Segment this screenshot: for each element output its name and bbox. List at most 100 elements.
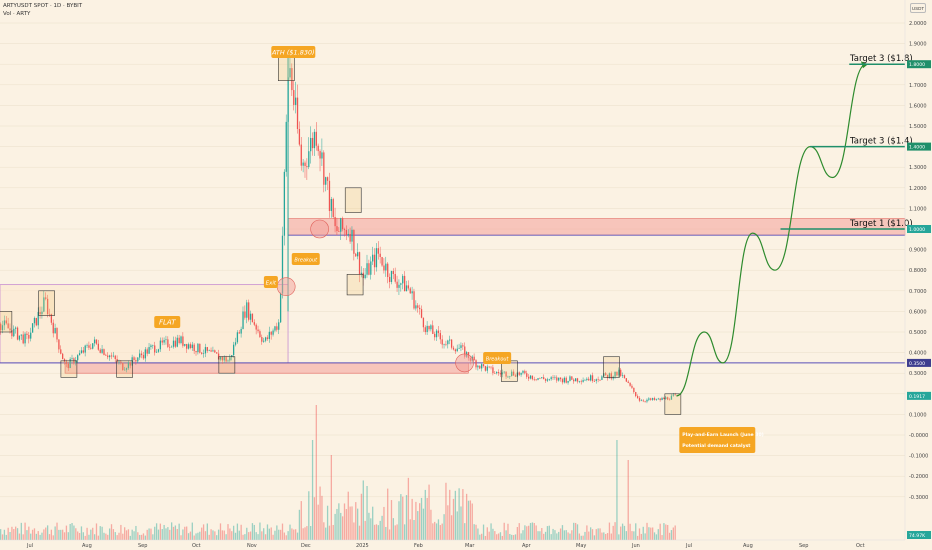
volume-bar: [347, 491, 349, 540]
candle-body: [456, 348, 458, 352]
volume-bar: [148, 528, 150, 540]
candle-body: [189, 344, 192, 349]
volume-bar: [385, 526, 387, 540]
candle-body: [507, 376, 509, 378]
candle-body: [441, 339, 443, 345]
candle-body: [606, 374, 609, 379]
volume-bar: [140, 534, 143, 540]
candle-body: [221, 356, 224, 361]
candle-body: [67, 363, 69, 369]
volume-bar: [481, 533, 483, 540]
volume-bar: [20, 522, 22, 540]
candle-body: [477, 365, 479, 368]
volume-bar: [92, 527, 94, 540]
candle-body: [176, 337, 178, 347]
volume-bar: [26, 530, 28, 540]
volume-bar: [516, 527, 519, 540]
catalyst-line-1: Play-and-Earn Launch (June 30): [682, 432, 763, 438]
candle-body: [306, 166, 308, 168]
candle-body: [400, 283, 402, 285]
candle-body: [16, 327, 19, 340]
volume-bar: [281, 523, 284, 540]
candle-body: [655, 399, 658, 400]
candle-body: [268, 331, 270, 339]
candle-body: [0, 323, 2, 331]
volume-bar: [351, 506, 353, 540]
breakout-label-2: Breakout: [486, 357, 510, 363]
volume-bar: [210, 529, 212, 540]
candle-body: [257, 329, 259, 332]
volume-bar: [657, 529, 659, 540]
volume-bar: [58, 529, 60, 540]
volume-bar: [403, 524, 406, 540]
currency-selector[interactable]: USDT: [910, 3, 926, 13]
volume-bar: [229, 528, 231, 540]
candle-body: [608, 373, 611, 379]
volume-bar: [178, 523, 180, 540]
volume-bar: [580, 535, 582, 540]
candle-body: [216, 352, 218, 354]
volume-bar: [449, 489, 451, 540]
candle-body: [407, 285, 410, 289]
volume-bar: [452, 498, 455, 540]
candle-body: [159, 340, 162, 350]
candle-body: [561, 379, 564, 383]
volume-bar: [638, 528, 641, 540]
candle-body: [464, 346, 466, 357]
candle-body: [60, 349, 62, 354]
price-tick-label: 0.3000: [909, 371, 927, 377]
volume-bar: [33, 528, 36, 540]
volume-bar: [561, 525, 564, 540]
candle-body: [387, 263, 389, 278]
candle-body: [129, 362, 131, 366]
breakout-label-2-bg: [483, 352, 512, 364]
price-tick-label: 0.4000: [909, 351, 927, 357]
candle-body: [46, 298, 49, 315]
candle-body: [373, 254, 376, 268]
candle-body: [347, 233, 349, 236]
volume-bar: [400, 494, 402, 540]
volume-bar: [223, 530, 225, 540]
volume-bar: [593, 535, 596, 540]
candle-body: [302, 162, 304, 166]
candle-body: [499, 373, 502, 375]
candle-body: [110, 355, 113, 357]
candle-body: [97, 343, 100, 350]
candle-body: [522, 370, 524, 373]
volume-bar: [97, 535, 100, 540]
volume-bar: [422, 508, 425, 540]
candle-body: [535, 379, 537, 380]
highlight-box: [344, 187, 362, 213]
volume-bar: [569, 533, 571, 540]
candle-body: [9, 328, 11, 331]
volume-bar: [606, 533, 609, 540]
candle-body: [642, 400, 644, 402]
candle-body: [163, 340, 165, 343]
volume-bar: [439, 525, 441, 540]
volume-bar: [543, 533, 545, 540]
candle-body: [589, 375, 592, 381]
volume-bar: [67, 532, 69, 540]
price-tick-label: 1.5000: [909, 124, 927, 130]
volume-bar: [509, 533, 511, 540]
candle-body: [65, 361, 68, 364]
volume-bar: [447, 505, 449, 540]
candle-body: [618, 369, 620, 376]
candle-body: [238, 332, 240, 334]
price-marker-label: 1.4000: [909, 145, 925, 151]
volume-bar: [665, 524, 667, 540]
candle-body: [518, 372, 520, 375]
volume-bar: [95, 523, 98, 540]
volume-bar: [137, 532, 139, 540]
volume-bar: [304, 527, 306, 540]
volume-bar: [315, 405, 317, 540]
candle-body: [473, 356, 475, 361]
volume-bar: [650, 527, 652, 540]
volume-bar: [486, 527, 488, 540]
candle-body: [633, 387, 635, 393]
candle-body: [214, 350, 216, 353]
price-marker-label: 0.3500: [909, 361, 925, 367]
volume-bar: [332, 524, 334, 540]
